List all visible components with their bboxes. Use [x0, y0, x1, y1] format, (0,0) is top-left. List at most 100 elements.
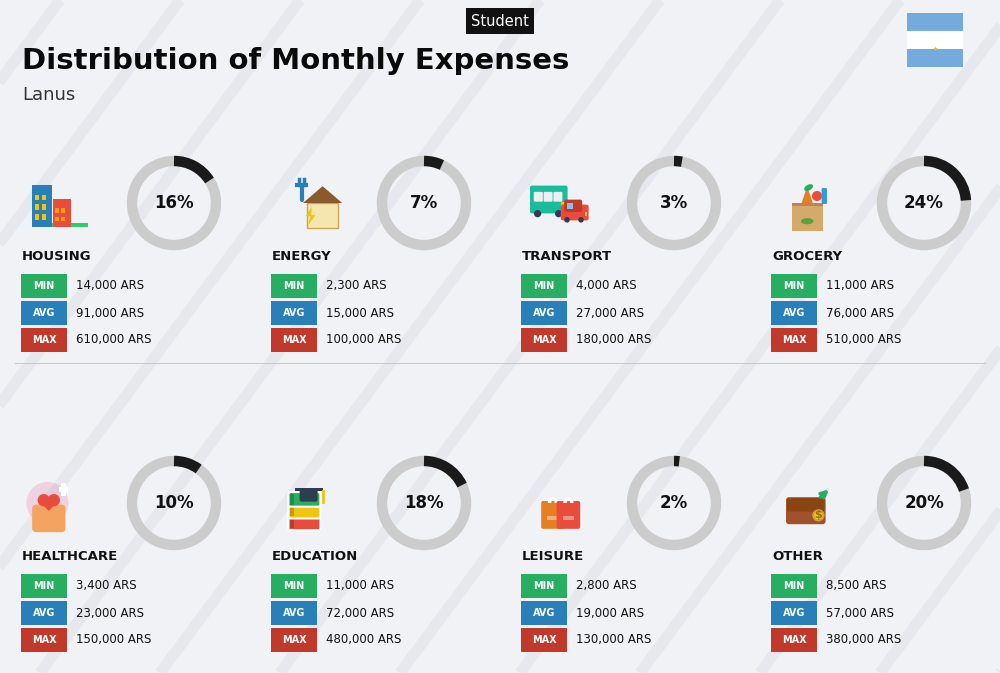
Ellipse shape [801, 218, 814, 224]
Text: 20%: 20% [904, 494, 944, 512]
FancyBboxPatch shape [787, 498, 825, 511]
FancyBboxPatch shape [21, 601, 67, 625]
FancyBboxPatch shape [42, 194, 46, 200]
FancyBboxPatch shape [771, 301, 817, 325]
FancyBboxPatch shape [32, 223, 88, 227]
FancyBboxPatch shape [53, 199, 71, 227]
Text: MIN: MIN [283, 281, 305, 291]
Text: MIN: MIN [283, 581, 305, 591]
FancyBboxPatch shape [21, 274, 67, 298]
Text: MIN: MIN [33, 581, 55, 591]
Text: 7%: 7% [410, 194, 438, 212]
FancyBboxPatch shape [553, 192, 562, 202]
FancyBboxPatch shape [55, 217, 59, 221]
FancyBboxPatch shape [585, 212, 587, 215]
Text: 57,000 ARS: 57,000 ARS [826, 606, 894, 620]
FancyBboxPatch shape [271, 328, 317, 352]
Text: 19,000 ARS: 19,000 ARS [576, 606, 644, 620]
Text: 480,000 ARS: 480,000 ARS [326, 633, 401, 647]
Text: Lanus: Lanus [22, 86, 75, 104]
FancyBboxPatch shape [786, 497, 826, 524]
Text: 100,000 ARS: 100,000 ARS [326, 334, 401, 347]
Text: 14,000 ARS: 14,000 ARS [76, 279, 144, 293]
Text: 91,000 ARS: 91,000 ARS [76, 306, 144, 320]
Text: MAX: MAX [282, 335, 306, 345]
FancyBboxPatch shape [271, 301, 317, 325]
FancyBboxPatch shape [271, 274, 317, 298]
Text: 10%: 10% [154, 494, 194, 512]
FancyBboxPatch shape [295, 488, 323, 491]
FancyBboxPatch shape [771, 274, 817, 298]
FancyBboxPatch shape [792, 203, 823, 207]
Text: 76,000 ARS: 76,000 ARS [826, 306, 894, 320]
FancyBboxPatch shape [521, 301, 567, 325]
FancyBboxPatch shape [771, 328, 817, 352]
FancyBboxPatch shape [907, 13, 962, 31]
Text: MIN: MIN [783, 281, 805, 291]
FancyBboxPatch shape [544, 192, 553, 202]
Text: MAX: MAX [32, 335, 56, 345]
FancyBboxPatch shape [35, 205, 39, 210]
FancyBboxPatch shape [521, 628, 567, 652]
Text: OTHER: OTHER [772, 549, 823, 563]
FancyBboxPatch shape [288, 492, 320, 507]
FancyBboxPatch shape [55, 209, 59, 213]
FancyBboxPatch shape [907, 31, 962, 49]
Text: 2%: 2% [660, 494, 688, 512]
FancyBboxPatch shape [32, 505, 65, 532]
Text: 3%: 3% [660, 194, 688, 212]
FancyBboxPatch shape [547, 516, 559, 520]
Text: LEISURE: LEISURE [522, 549, 584, 563]
Text: AVG: AVG [783, 608, 805, 618]
FancyBboxPatch shape [21, 301, 67, 325]
Text: AVG: AVG [33, 308, 55, 318]
Text: AVG: AVG [533, 308, 555, 318]
FancyBboxPatch shape [300, 489, 318, 501]
Text: 72,000 ARS: 72,000 ARS [326, 606, 394, 620]
Text: 18%: 18% [404, 494, 444, 512]
FancyBboxPatch shape [563, 516, 574, 520]
Text: 150,000 ARS: 150,000 ARS [76, 633, 151, 647]
Circle shape [578, 217, 584, 223]
Text: MAX: MAX [532, 335, 556, 345]
Text: 4,000 ARS: 4,000 ARS [576, 279, 637, 293]
FancyBboxPatch shape [290, 506, 294, 516]
FancyBboxPatch shape [561, 202, 565, 209]
Circle shape [534, 210, 541, 217]
FancyBboxPatch shape [61, 209, 65, 213]
Text: HEALTHCARE: HEALTHCARE [22, 549, 118, 563]
FancyBboxPatch shape [35, 214, 39, 220]
FancyBboxPatch shape [61, 217, 65, 221]
Circle shape [26, 482, 68, 524]
Text: $: $ [815, 510, 822, 520]
FancyBboxPatch shape [792, 203, 823, 231]
Polygon shape [306, 207, 316, 225]
Text: AVG: AVG [783, 308, 805, 318]
FancyBboxPatch shape [271, 601, 317, 625]
Text: 15,000 ARS: 15,000 ARS [326, 306, 394, 320]
FancyBboxPatch shape [521, 274, 567, 298]
Text: 23,000 ARS: 23,000 ARS [76, 606, 144, 620]
FancyBboxPatch shape [541, 501, 565, 529]
Text: 130,000 ARS: 130,000 ARS [576, 633, 651, 647]
Text: EDUCATION: EDUCATION [272, 549, 358, 563]
Text: ✦: ✦ [932, 46, 938, 52]
Circle shape [812, 191, 822, 201]
FancyBboxPatch shape [21, 328, 67, 352]
Polygon shape [303, 186, 342, 203]
Text: HOUSING: HOUSING [22, 250, 92, 262]
Text: AVG: AVG [283, 308, 305, 318]
FancyBboxPatch shape [32, 185, 52, 227]
FancyBboxPatch shape [290, 518, 294, 528]
Circle shape [38, 494, 50, 506]
FancyBboxPatch shape [42, 214, 46, 220]
FancyBboxPatch shape [530, 186, 568, 213]
Polygon shape [802, 186, 813, 203]
Text: AVG: AVG [533, 608, 555, 618]
Text: 11,000 ARS: 11,000 ARS [326, 579, 394, 592]
FancyBboxPatch shape [771, 628, 817, 652]
Text: GROCERY: GROCERY [772, 250, 842, 262]
FancyBboxPatch shape [21, 628, 67, 652]
Text: MIN: MIN [533, 581, 555, 591]
Text: 11,000 ARS: 11,000 ARS [826, 279, 894, 293]
